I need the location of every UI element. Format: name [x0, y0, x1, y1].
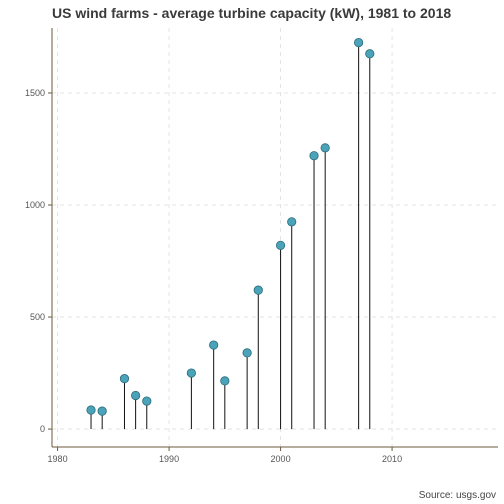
data-point: [209, 340, 219, 350]
data-marks: [86, 37, 375, 430]
y-tick-label: 500: [30, 312, 45, 322]
data-point: [320, 143, 330, 153]
data-point: [97, 406, 107, 416]
data-point: [354, 37, 364, 48]
data-point: [365, 49, 375, 59]
data-point: [186, 368, 196, 378]
grid: [52, 28, 498, 447]
x-tick-label: 2000: [271, 454, 291, 464]
data-point: [242, 348, 252, 358]
x-tick-label: 2010: [382, 454, 402, 464]
data-point: [142, 396, 152, 406]
data-point: [86, 405, 96, 415]
x-tick-label: 1980: [48, 454, 68, 464]
y-tick-label: 1500: [25, 88, 45, 98]
y-tick-label: 0: [40, 424, 45, 434]
chart-title: US wind farms - average turbine capacity…: [52, 5, 451, 21]
x-tick-label: 1990: [159, 454, 179, 464]
data-point: [220, 376, 230, 386]
source-caption: Source: usgs.gov: [419, 490, 496, 501]
y-tick-label: 1000: [25, 200, 45, 210]
data-point: [131, 390, 141, 401]
data-point: [253, 285, 263, 295]
data-point: [275, 240, 286, 250]
data-point: [309, 151, 319, 161]
data-point: [287, 217, 297, 227]
data-point: [119, 374, 130, 384]
axes: 0 500 1000 1500 1980 1990 2000 2010: [25, 28, 498, 464]
